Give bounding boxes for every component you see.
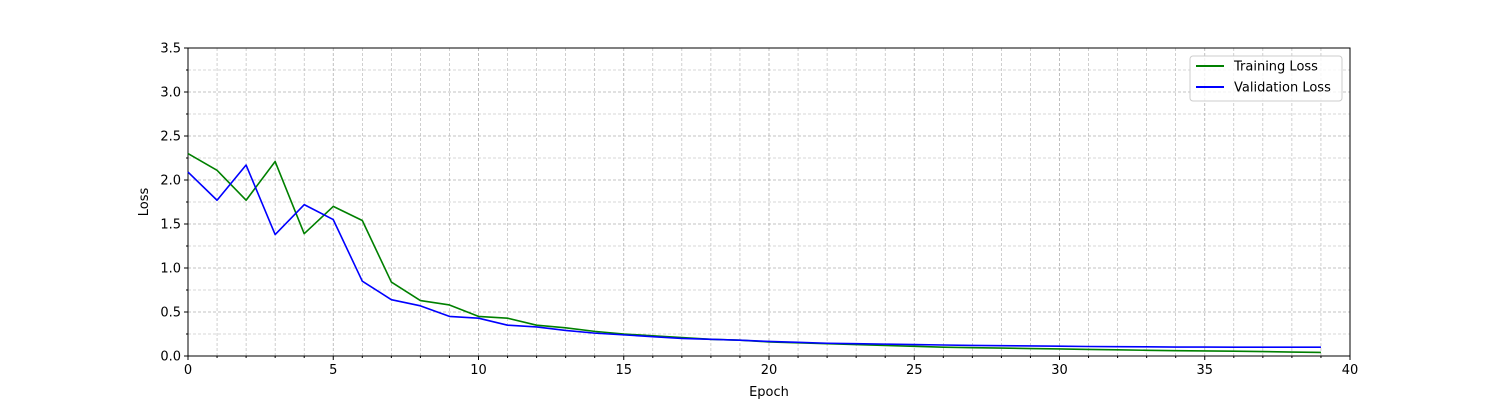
x-tick-label: 15	[615, 363, 632, 378]
x-tick-label: 35	[1196, 363, 1213, 378]
y-tick-label: 2.0	[160, 174, 181, 189]
y-tick-label: 1.0	[160, 262, 181, 277]
y-tick-label: 3.5	[160, 42, 181, 57]
legend-entry-validation-loss: Validation Loss	[1234, 81, 1331, 96]
x-tick-label: 10	[470, 363, 487, 378]
x-axis-label: Epoch	[749, 385, 789, 400]
x-tick-label: 25	[906, 363, 923, 378]
series-layer	[187, 152, 1321, 354]
y-axis-label: Loss	[137, 188, 152, 217]
legend-entry-training-loss: Training Loss	[1233, 60, 1318, 75]
series-line-training-loss	[187, 152, 1321, 354]
series-line-validation-loss	[187, 164, 1321, 349]
x-tick-label: 5	[329, 363, 337, 378]
x-tick-label: 20	[761, 363, 778, 378]
x-tick-label: 30	[1051, 363, 1068, 378]
legend: Training Loss Validation Loss	[1189, 55, 1343, 102]
y-tick-label: 2.5	[160, 130, 181, 145]
axis-ticks: 0 5 10 15 20 25 30 35 40 0.0 0.5 1.0 1.5 2.0 2.5 3.0 3.5	[160, 42, 1358, 379]
x-tick-label: 40	[1342, 363, 1359, 378]
y-tick-label: 3.0	[160, 86, 181, 101]
y-tick-label: 1.5	[160, 218, 181, 233]
grid	[188, 48, 1350, 356]
x-tick-label: 0	[184, 363, 192, 378]
legend-box	[1189, 55, 1343, 102]
y-tick-label: 0.5	[160, 306, 181, 321]
y-tick-label: 0.0	[160, 350, 181, 365]
